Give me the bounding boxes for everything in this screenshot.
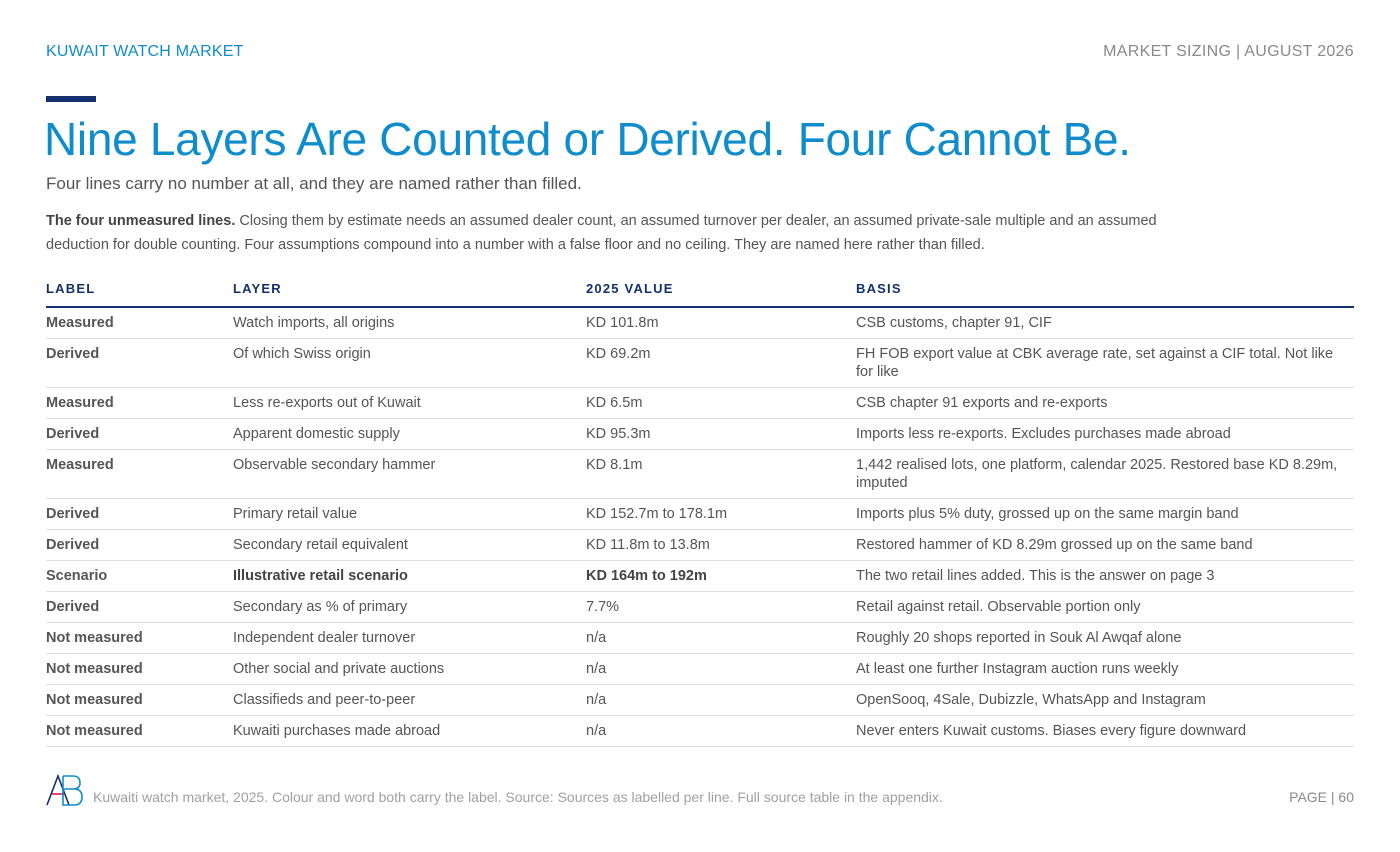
row-value: n/a (586, 622, 856, 654)
section-label: KUWAIT WATCH MARKET (46, 43, 244, 60)
table-row: Derived Primary retail value KD 152.7m to … (46, 498, 1354, 530)
table-row: Scenario Illustrative retail scenario KD 1… (46, 560, 1354, 592)
title-accent-bar (46, 96, 96, 102)
row-label: Derived (46, 418, 233, 450)
table-row: Measured Less re-exports out of Kuwait KD … (46, 387, 1354, 419)
row-layer: Primary retail value (233, 498, 586, 530)
row-layer: Other social and private auctions (233, 653, 586, 685)
footer-note: Kuwaiti watch market, 2025. Colour and w… (93, 789, 943, 805)
row-basis: Never enters Kuwait customs. Biases ever… (856, 715, 1354, 747)
row-basis: CSB chapter 91 exports and re-exports (856, 387, 1354, 419)
row-basis: Imports plus 5% duty, grossed up on the … (856, 498, 1354, 530)
table-row: Derived Apparent domestic supply KD 95.3m I… (46, 418, 1354, 450)
row-value: n/a (586, 715, 856, 747)
row-label: Measured (46, 449, 233, 499)
row-value: KD 164m to 192m (586, 560, 856, 592)
table-row: Measured Watch imports, all origins KD 101… (46, 307, 1354, 339)
row-basis: Imports less re-exports. Excludes purcha… (856, 418, 1354, 450)
row-label: Derived (46, 591, 233, 623)
row-label: Not measured (46, 622, 233, 654)
page-number: PAGE | 60 (1289, 789, 1354, 805)
page-title: Nine Layers Are Counted or Derived. Four… (44, 113, 1131, 165)
row-layer: Of which Swiss origin (233, 338, 586, 388)
row-label: Derived (46, 338, 233, 388)
row-label: Not measured (46, 653, 233, 685)
row-basis: 1,442 realised lots, one platform, calen… (856, 449, 1354, 499)
report-label: MARKET SIZING | AUGUST 2026 (1103, 43, 1354, 60)
column-header-label: LABEL (46, 280, 233, 308)
table-header-row: LABEL LAYER 2025 VALUE BASIS (46, 280, 1354, 308)
table-row: Derived Secondary retail equivalent KD 11.… (46, 529, 1354, 561)
row-layer: Classifieds and peer-to-peer (233, 684, 586, 716)
row-label: Not measured (46, 715, 233, 747)
row-layer: Observable secondary hammer (233, 449, 586, 499)
row-basis: CSB customs, chapter 91, CIF (856, 307, 1354, 339)
page-subtitle: Four lines carry no number at all, and t… (46, 174, 582, 193)
row-basis: Retail against retail. Observable portio… (856, 591, 1354, 623)
row-layer: Illustrative retail scenario (233, 560, 586, 592)
ab-monogram-logo-icon (46, 774, 83, 806)
row-layer: Kuwaiti purchases made abroad (233, 715, 586, 747)
row-basis: Roughly 20 shops reported in Souk Al Awq… (856, 622, 1354, 654)
row-value: KD 6.5m (586, 387, 856, 419)
row-basis: The two retail lines added. This is the … (856, 560, 1354, 592)
row-label: Scenario (46, 560, 233, 592)
row-basis: At least one further Instagram auction r… (856, 653, 1354, 685)
row-label: Derived (46, 529, 233, 561)
row-layer: Less re-exports out of Kuwait (233, 387, 586, 419)
intro-paragraph: The four unmeasured lines. Closing them … (46, 209, 1176, 257)
row-basis: Restored hammer of KD 8.29m grossed up o… (856, 529, 1354, 561)
row-basis: FH FOB export value at CBK average rate,… (856, 338, 1354, 388)
intro-lead: The four unmeasured lines. (46, 213, 236, 229)
row-basis: OpenSooq, 4Sale, Dubizzle, WhatsApp and … (856, 684, 1354, 716)
row-layer: Secondary as % of primary (233, 591, 586, 623)
row-value: KD 101.8m (586, 307, 856, 339)
row-value: n/a (586, 653, 856, 685)
column-header-basis: BASIS (856, 280, 1354, 308)
row-value: KD 95.3m (586, 418, 856, 450)
table-row: Not measured Classifieds and peer-to-peer… (46, 684, 1354, 716)
table-row: Derived Of which Swiss origin KD 69.2m FH F… (46, 338, 1354, 388)
row-value: n/a (586, 684, 856, 716)
row-layer: Secondary retail equivalent (233, 529, 586, 561)
row-label: Measured (46, 307, 233, 339)
row-value: KD 11.8m to 13.8m (586, 529, 856, 561)
table-row: Not measured Independent dealer turnover n… (46, 622, 1354, 654)
row-layer: Independent dealer turnover (233, 622, 586, 654)
table-row: Not measured Other social and private auc… (46, 653, 1354, 685)
row-value: KD 69.2m (586, 338, 856, 388)
intro-body: Closing them by estimate needs an assume… (46, 213, 1157, 253)
row-value: KD 152.7m to 178.1m (586, 498, 856, 530)
column-header-value: 2025 VALUE (586, 280, 856, 308)
row-value: 7.7% (586, 591, 856, 623)
row-layer: Apparent domestic supply (233, 418, 586, 450)
row-value: KD 8.1m (586, 449, 856, 499)
row-layer: Watch imports, all origins (233, 307, 586, 339)
row-label: Derived (46, 498, 233, 530)
row-label: Measured (46, 387, 233, 419)
table-row: Measured Observable secondary hammer KD 8.… (46, 449, 1354, 499)
row-label: Not measured (46, 684, 233, 716)
table-row: Not measured Kuwaiti purchases made abroa… (46, 715, 1354, 747)
market-layers-table: LABEL LAYER 2025 VALUE BASIS Measured Wat… (46, 280, 1354, 747)
table-body: Measured Watch imports, all origins KD 101… (46, 307, 1354, 747)
table-row: Derived Secondary as % of primary 7.7% Reta… (46, 591, 1354, 623)
column-header-layer: LAYER (233, 280, 586, 308)
